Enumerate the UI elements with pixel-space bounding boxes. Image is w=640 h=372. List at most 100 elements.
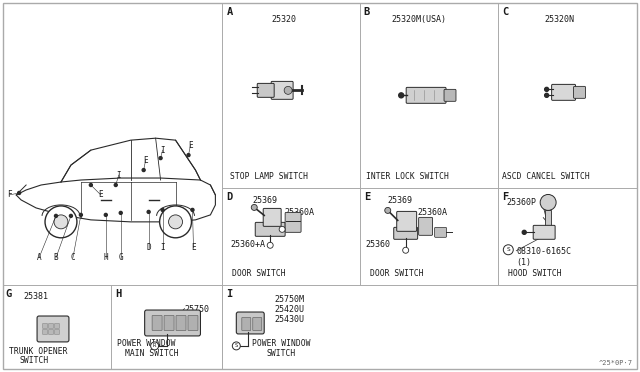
Text: E: E (143, 155, 148, 164)
Text: G: G (5, 289, 12, 299)
Text: 25420U: 25420U (274, 305, 304, 314)
Circle shape (142, 169, 145, 171)
Bar (545, 211, 551, 228)
Circle shape (252, 205, 257, 211)
Circle shape (115, 183, 117, 186)
FancyBboxPatch shape (285, 212, 301, 232)
Text: 25320: 25320 (271, 15, 296, 24)
Circle shape (119, 211, 122, 214)
Text: 25360+A: 25360+A (230, 240, 266, 249)
Text: S: S (506, 247, 510, 252)
Text: E: E (364, 192, 370, 202)
Text: 25369: 25369 (252, 196, 277, 205)
FancyBboxPatch shape (42, 324, 47, 328)
Text: DOOR SWITCH: DOOR SWITCH (370, 269, 424, 278)
Circle shape (168, 215, 182, 229)
Text: F: F (502, 192, 509, 202)
FancyBboxPatch shape (533, 225, 555, 239)
Text: SWITCH: SWITCH (19, 356, 49, 365)
Text: I: I (227, 289, 232, 299)
FancyBboxPatch shape (49, 324, 54, 328)
Text: HOOD SWITCH: HOOD SWITCH (508, 269, 562, 278)
Circle shape (545, 87, 548, 92)
Circle shape (284, 86, 292, 94)
FancyBboxPatch shape (176, 315, 186, 330)
FancyBboxPatch shape (397, 211, 417, 231)
Text: E: E (188, 141, 193, 150)
Text: A: A (36, 253, 42, 262)
Text: 25369: 25369 (388, 196, 413, 205)
FancyBboxPatch shape (263, 208, 281, 226)
Text: 25320M(USA): 25320M(USA) (391, 15, 446, 24)
Text: I: I (116, 170, 121, 180)
Text: POWER WINDOW: POWER WINDOW (252, 339, 311, 349)
Text: 25360A: 25360A (418, 208, 447, 217)
FancyBboxPatch shape (37, 316, 69, 342)
Circle shape (191, 208, 194, 211)
FancyBboxPatch shape (54, 324, 60, 328)
Text: 25430U: 25430U (274, 314, 304, 324)
Text: ^25*0P·7: ^25*0P·7 (599, 360, 633, 366)
FancyBboxPatch shape (271, 81, 293, 99)
Circle shape (150, 342, 159, 350)
Text: H: H (115, 289, 121, 299)
FancyBboxPatch shape (253, 318, 262, 330)
Text: F: F (7, 190, 12, 199)
Text: POWER WINDOW: POWER WINDOW (116, 339, 175, 349)
Text: 25360A: 25360A (284, 208, 314, 217)
Text: I: I (160, 243, 165, 252)
Text: A: A (227, 7, 232, 17)
Text: H: H (104, 253, 108, 262)
Circle shape (545, 93, 548, 97)
Text: D: D (147, 243, 151, 252)
Circle shape (522, 230, 526, 234)
FancyBboxPatch shape (406, 87, 446, 103)
FancyBboxPatch shape (257, 83, 274, 97)
Circle shape (54, 215, 68, 229)
FancyBboxPatch shape (152, 315, 162, 330)
Text: E: E (99, 190, 103, 199)
FancyBboxPatch shape (54, 330, 60, 334)
Circle shape (69, 214, 72, 217)
FancyBboxPatch shape (435, 227, 447, 237)
Text: 25360P: 25360P (506, 198, 536, 207)
Text: B: B (364, 7, 370, 17)
Circle shape (159, 206, 191, 238)
Text: (1): (1) (516, 258, 531, 267)
Text: 25360: 25360 (366, 240, 391, 249)
FancyBboxPatch shape (419, 217, 433, 235)
FancyBboxPatch shape (552, 84, 575, 100)
Text: 25320N: 25320N (545, 15, 575, 24)
Circle shape (79, 214, 83, 217)
Text: INTER LOCK SWITCH: INTER LOCK SWITCH (366, 172, 449, 181)
Circle shape (385, 208, 391, 214)
Text: ASCD CANCEL SWITCH: ASCD CANCEL SWITCH (502, 172, 590, 181)
Circle shape (279, 226, 285, 232)
Circle shape (187, 154, 190, 157)
Circle shape (232, 342, 240, 350)
Text: DOOR SWITCH: DOOR SWITCH (232, 269, 286, 278)
Text: STOP LAMP SWITCH: STOP LAMP SWITCH (230, 172, 308, 181)
FancyBboxPatch shape (188, 315, 198, 330)
FancyBboxPatch shape (573, 86, 586, 98)
Text: B: B (54, 253, 58, 262)
FancyBboxPatch shape (242, 318, 251, 330)
Circle shape (104, 214, 108, 217)
Circle shape (399, 93, 404, 98)
FancyBboxPatch shape (255, 222, 285, 236)
FancyBboxPatch shape (236, 312, 264, 334)
FancyBboxPatch shape (164, 315, 174, 330)
Circle shape (161, 208, 164, 211)
Text: D: D (227, 192, 232, 202)
FancyBboxPatch shape (145, 310, 200, 336)
Text: 25750: 25750 (184, 305, 209, 314)
Text: MAIN SWITCH: MAIN SWITCH (125, 349, 179, 358)
Text: E: E (191, 243, 196, 252)
Circle shape (267, 242, 273, 248)
Polygon shape (16, 178, 216, 222)
Circle shape (147, 211, 150, 214)
Text: TRUNK OPENER: TRUNK OPENER (9, 347, 68, 356)
FancyBboxPatch shape (42, 330, 47, 334)
FancyBboxPatch shape (394, 227, 418, 239)
Text: 25750M: 25750M (274, 295, 304, 304)
